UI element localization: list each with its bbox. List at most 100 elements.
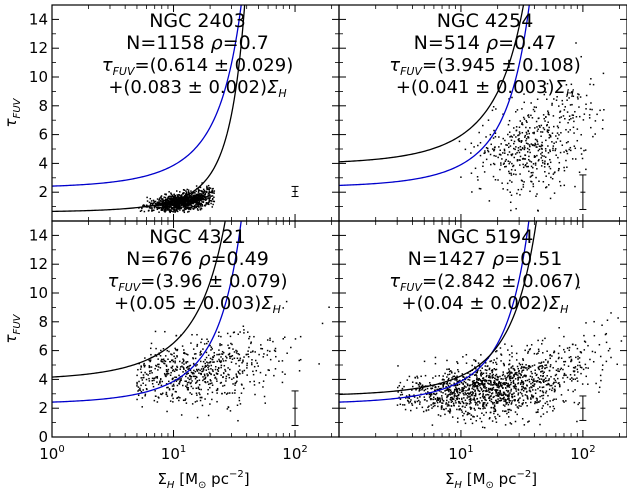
data-point — [173, 352, 175, 354]
data-point — [156, 204, 159, 207]
data-point — [204, 358, 206, 361]
data-point — [519, 194, 521, 196]
data-point — [459, 389, 461, 391]
data-point — [440, 383, 443, 385]
data-point — [206, 195, 209, 198]
data-point — [464, 148, 467, 151]
data-point — [249, 380, 251, 383]
data-point — [537, 401, 539, 403]
data-point — [229, 357, 231, 360]
data-point — [167, 209, 170, 211]
data-point — [459, 408, 461, 410]
data-point — [505, 144, 507, 146]
data-point — [237, 372, 240, 374]
data-point — [250, 342, 252, 345]
data-point — [177, 396, 180, 398]
data-point — [165, 200, 168, 202]
data-point — [509, 422, 512, 424]
data-point — [531, 395, 533, 398]
y-tick-label: 2 — [38, 183, 48, 201]
data-point — [195, 200, 197, 203]
data-point — [223, 384, 226, 387]
data-point — [482, 377, 485, 380]
data-point — [516, 151, 518, 154]
data-point — [503, 363, 505, 366]
data-point — [470, 152, 472, 154]
data-point — [205, 369, 208, 371]
data-point — [197, 387, 199, 389]
data-point — [478, 400, 480, 403]
data-point — [476, 176, 479, 178]
data-point — [523, 424, 526, 426]
data-point — [173, 209, 175, 211]
data-point — [548, 165, 551, 168]
data-point — [182, 358, 184, 360]
data-point — [541, 159, 544, 162]
data-point — [491, 109, 494, 112]
data-point — [583, 113, 586, 115]
data-point — [526, 147, 529, 150]
data-point — [154, 377, 156, 379]
data-point — [136, 381, 138, 384]
data-point — [493, 149, 495, 152]
data-point — [421, 386, 423, 388]
data-point — [472, 386, 474, 388]
data-point — [478, 383, 481, 385]
data-point — [502, 382, 504, 385]
data-point — [566, 99, 568, 101]
data-point — [589, 83, 591, 86]
data-point — [183, 204, 185, 207]
data-point — [579, 364, 581, 367]
data-point — [605, 360, 608, 363]
data-point — [522, 383, 524, 386]
data-point — [164, 196, 167, 199]
data-point — [226, 332, 229, 335]
data-point — [269, 337, 271, 340]
data-point — [281, 371, 284, 373]
data-point — [568, 356, 571, 359]
data-point — [408, 375, 411, 378]
data-point — [190, 378, 192, 380]
data-point — [580, 153, 583, 155]
data-point — [191, 380, 193, 382]
data-point — [159, 200, 162, 202]
data-point — [474, 395, 477, 397]
data-point — [143, 204, 146, 207]
data-point — [521, 180, 524, 182]
data-point — [399, 403, 402, 406]
data-point — [213, 200, 216, 203]
data-point — [230, 342, 232, 345]
data-point — [484, 396, 486, 399]
data-point — [601, 369, 604, 371]
data-point — [165, 391, 168, 394]
data-point — [169, 206, 171, 208]
data-point — [538, 180, 540, 183]
data-point — [160, 384, 163, 387]
data-point — [515, 136, 517, 138]
data-point — [506, 189, 509, 191]
data-point — [253, 380, 255, 383]
data-point — [544, 162, 546, 164]
data-point — [479, 379, 481, 381]
data-point — [188, 378, 191, 381]
data-point — [507, 411, 510, 413]
data-point — [453, 388, 456, 391]
data-point — [431, 387, 434, 390]
data-point — [231, 358, 234, 360]
data-point — [174, 390, 177, 393]
data-point — [496, 395, 499, 397]
data-point — [553, 142, 555, 145]
data-point — [487, 389, 490, 391]
data-point — [599, 109, 601, 112]
data-point — [215, 389, 218, 392]
data-point — [520, 140, 523, 142]
data-point — [151, 379, 153, 382]
data-point — [549, 167, 552, 170]
data-point — [555, 154, 557, 156]
data-point — [542, 372, 545, 375]
data-point — [401, 387, 404, 390]
data-point — [616, 363, 618, 366]
data-point — [510, 174, 513, 176]
data-point — [211, 190, 214, 192]
data-point — [578, 286, 580, 289]
